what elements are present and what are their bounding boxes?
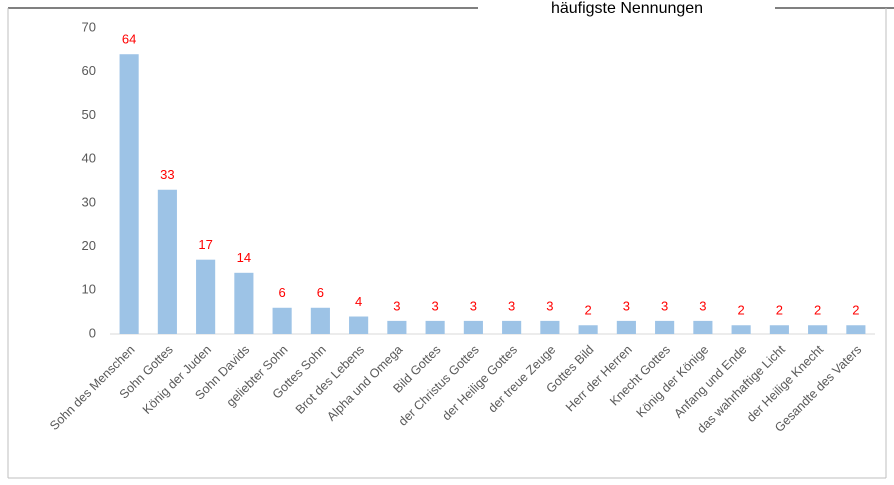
x-tick-label: König der Juden — [140, 343, 214, 417]
bar — [693, 320, 713, 334]
value-label: 17 — [198, 237, 212, 252]
x-tick-label: der treue Zeuge — [486, 343, 559, 416]
bar — [196, 259, 216, 334]
y-tick-label: 70 — [82, 19, 96, 34]
bar — [731, 325, 751, 334]
bar — [387, 320, 407, 334]
y-tick-label: 40 — [82, 151, 96, 166]
bar — [272, 307, 292, 334]
x-tick-label: Herr der Herren — [563, 343, 635, 415]
value-label: 14 — [237, 250, 251, 265]
x-tick-label: Brot des Lebens — [293, 343, 367, 417]
bar — [616, 320, 636, 334]
y-tick-label: 10 — [82, 282, 96, 297]
value-label: 6 — [279, 285, 286, 300]
y-tick-label: 50 — [82, 107, 96, 122]
value-label: 3 — [432, 298, 439, 313]
value-label: 3 — [546, 298, 553, 313]
bar — [578, 325, 598, 334]
value-label: 2 — [852, 303, 859, 318]
value-label: 3 — [393, 298, 400, 313]
value-label: 2 — [776, 303, 783, 318]
bar — [540, 320, 560, 334]
value-label: 2 — [585, 303, 592, 318]
bar — [808, 325, 828, 334]
y-tick-label: 30 — [82, 194, 96, 209]
y-tick-label: 0 — [89, 325, 96, 340]
value-label: 3 — [623, 298, 630, 313]
bar — [463, 320, 483, 334]
bar — [655, 320, 675, 334]
value-label: 3 — [508, 298, 515, 313]
bar — [119, 54, 139, 334]
value-label: 3 — [661, 298, 668, 313]
bar — [349, 316, 369, 334]
value-label: 2 — [814, 303, 821, 318]
value-label: 4 — [355, 294, 362, 309]
value-label: 3 — [470, 298, 477, 313]
y-tick-label: 20 — [82, 238, 96, 253]
value-label: 64 — [122, 32, 136, 47]
y-tick-label: 60 — [82, 63, 96, 78]
value-label: 33 — [160, 167, 174, 182]
bar — [157, 189, 177, 334]
bar — [502, 320, 522, 334]
bar — [425, 320, 445, 334]
value-label: 3 — [699, 298, 706, 313]
value-label: 6 — [317, 285, 324, 300]
bar — [234, 272, 254, 334]
value-label: 2 — [738, 303, 745, 318]
bar — [769, 325, 789, 334]
bar — [846, 325, 866, 334]
chart-title: häufigste Nennungen — [551, 0, 703, 17]
bar — [310, 307, 330, 334]
